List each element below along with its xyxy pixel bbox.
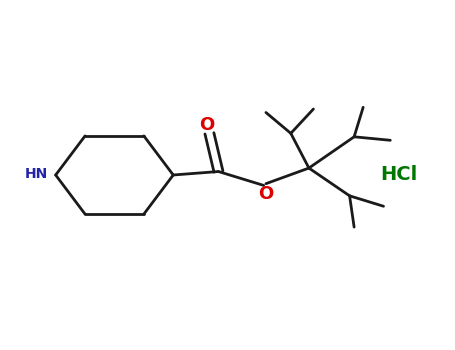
Text: O: O xyxy=(200,116,215,134)
Text: O: O xyxy=(258,185,273,203)
Text: HN: HN xyxy=(24,167,47,181)
Text: HCl: HCl xyxy=(381,166,418,184)
